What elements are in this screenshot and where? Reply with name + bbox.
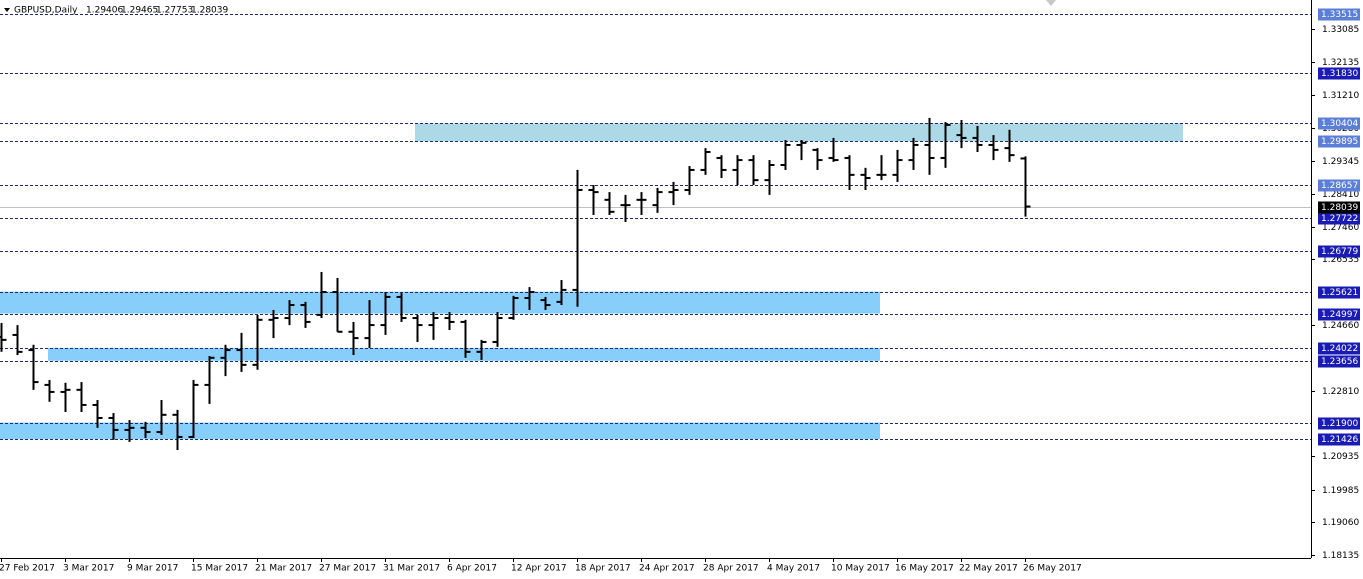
level-label-box xyxy=(1318,8,1360,21)
zone xyxy=(0,291,880,314)
y-tick-label: 1.32135 xyxy=(1322,58,1359,68)
current-price-label: 1.28039 xyxy=(1321,203,1358,213)
x-tick-label: 3 Mar 2017 xyxy=(63,564,114,574)
zone xyxy=(0,422,880,440)
level-label: 1.31830 xyxy=(1321,69,1358,79)
current-price-box xyxy=(1318,201,1360,214)
level-label-box xyxy=(1318,67,1360,80)
header-low: 1.27753 xyxy=(156,6,193,16)
level-label: 1.28657 xyxy=(1321,181,1358,191)
x-tick-label: 10 May 2017 xyxy=(831,564,890,574)
level-label: 1.33515 xyxy=(1321,10,1358,20)
level-label: 1.23656 xyxy=(1321,357,1358,367)
y-tick-label: 1.18135 xyxy=(1322,551,1359,561)
header-high: 1.29465 xyxy=(121,6,158,16)
x-tick-label: 27 Mar 2017 xyxy=(319,564,376,574)
y-tick-label: 1.22810 xyxy=(1322,387,1359,397)
level-label: 1.24022 xyxy=(1321,344,1358,354)
x-tick-label: 24 Apr 2017 xyxy=(639,564,695,574)
y-tick-label: 1.28410 xyxy=(1322,190,1359,200)
scroll-marker xyxy=(1046,0,1056,6)
level-label-box xyxy=(1318,212,1360,225)
level-label: 1.21426 xyxy=(1321,435,1358,445)
zone xyxy=(415,123,1183,142)
level-label: 1.30404 xyxy=(1321,119,1358,129)
level-label: 1.21900 xyxy=(1321,419,1358,429)
level-label: 1.26779 xyxy=(1321,247,1358,257)
y-tick-label: 1.24660 xyxy=(1322,321,1359,331)
y-tick-label: 1.20935 xyxy=(1322,452,1359,462)
plot-area xyxy=(0,14,1311,450)
header-arrow xyxy=(4,8,10,12)
y-tick-label: 1.33085 xyxy=(1322,25,1359,35)
x-tick-label: 26 May 2017 xyxy=(1023,564,1082,574)
level-label-box xyxy=(1318,308,1360,321)
level-label-box xyxy=(1318,342,1360,355)
x-tick-label: 9 Mar 2017 xyxy=(127,564,178,574)
chart-title: GBPUSD,Daily xyxy=(14,6,78,16)
x-tick-label: 31 Mar 2017 xyxy=(383,564,440,574)
x-tick-label: 6 Apr 2017 xyxy=(447,564,497,574)
x-tick-label: 28 Apr 2017 xyxy=(703,564,759,574)
y-tick-label: 1.19060 xyxy=(1322,518,1359,528)
level-label: 1.27722 xyxy=(1321,214,1358,224)
y-tick-label: 1.31210 xyxy=(1322,91,1359,101)
level-label-box xyxy=(1318,417,1360,430)
x-tick-label: 18 Apr 2017 xyxy=(575,564,631,574)
level-label-box xyxy=(1318,245,1360,258)
y-tick-label: 1.19985 xyxy=(1322,486,1359,496)
level-label-box xyxy=(1318,286,1360,299)
level-label-box xyxy=(1318,433,1360,446)
level-label: 1.29895 xyxy=(1321,137,1358,147)
header-open: 1.29406 xyxy=(86,6,123,16)
level-label-box xyxy=(1318,355,1360,368)
zone xyxy=(48,347,880,361)
level-label-box xyxy=(1318,179,1360,192)
x-tick-label: 16 May 2017 xyxy=(895,564,954,574)
y-tick-label: 1.26535 xyxy=(1322,255,1359,265)
x-tick-label: 27 Feb 2017 xyxy=(0,564,55,574)
x-tick-label: 12 Apr 2017 xyxy=(511,564,567,574)
x-tick-label: 22 May 2017 xyxy=(959,564,1018,574)
x-tick-label: 15 Mar 2017 xyxy=(191,564,248,574)
y-tick-label: 1.29345 xyxy=(1322,157,1359,167)
x-tick-label: 4 May 2017 xyxy=(767,564,820,574)
level-label: 1.25621 xyxy=(1321,288,1358,298)
x-tick-label: 21 Mar 2017 xyxy=(255,564,312,574)
y-tick-label: 1.27460 xyxy=(1322,223,1359,233)
level-label-box xyxy=(1318,117,1360,130)
header-close: 1.28039 xyxy=(191,6,228,16)
level-label-box xyxy=(1318,135,1360,148)
level-label: 1.24997 xyxy=(1321,310,1358,320)
